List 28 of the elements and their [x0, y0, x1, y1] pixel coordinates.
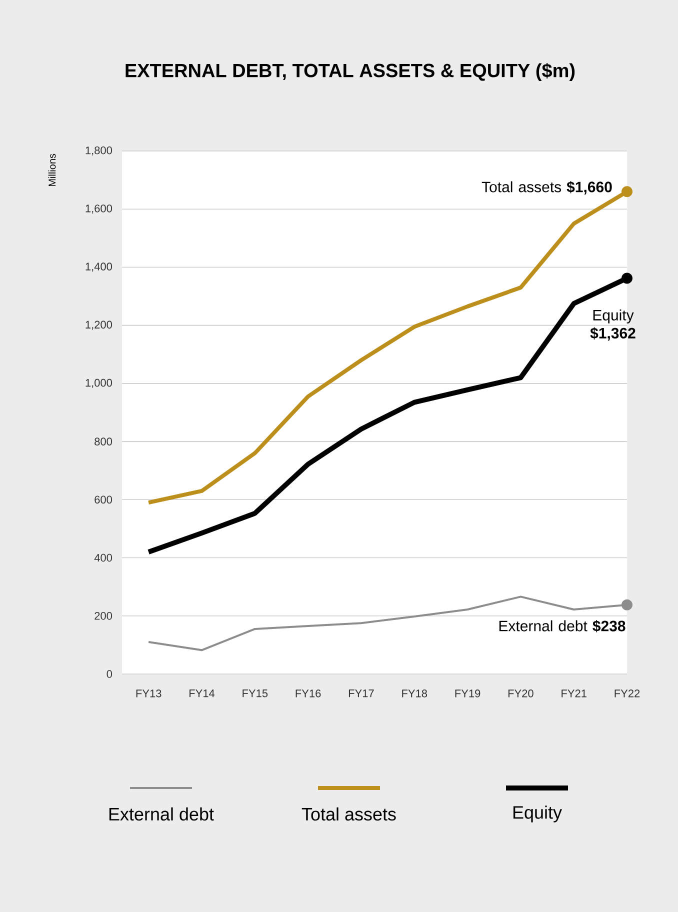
y-tick-label: 200: [94, 612, 112, 620]
x-tick-label: FY15: [242, 690, 268, 698]
y-tick-label: 800: [94, 438, 112, 446]
y-tick-label: 1,000: [86, 378, 112, 388]
y-tick-label: 1,400: [86, 262, 112, 272]
annotation: Total assets $1,660: [482, 181, 612, 194]
x-tick-label: FY17: [348, 690, 374, 698]
x-tick-label: FY20: [508, 690, 534, 698]
y-tick-label: 600: [94, 496, 112, 504]
y-tick-label: 0: [106, 670, 112, 678]
chart-title: EXTERNAL DEBT, TOTAL ASSETS & EQUITY ($m): [126, 62, 575, 82]
y-axis-title: Millions: [48, 154, 56, 186]
legend-label: Total assets: [302, 807, 396, 821]
y-tick-label: 1,600: [86, 204, 112, 214]
y-tick-label: 1,800: [86, 146, 112, 156]
x-tick-label: FY13: [136, 690, 162, 698]
legend-label: Equity: [513, 806, 562, 822]
x-tick-label: FY14: [190, 690, 215, 698]
x-tick-label: FY22: [614, 690, 640, 698]
x-tick-label: FY19: [455, 690, 480, 698]
x-tick-label: FY21: [562, 690, 586, 698]
legend-label: External debt: [109, 807, 214, 821]
x-tick-label: FY18: [402, 690, 428, 698]
annotation: External debt $238: [499, 620, 626, 632]
y-tick-label: 1,200: [86, 320, 112, 330]
y-tick-label: 400: [94, 554, 112, 562]
annotation: Equity $1,362: [590, 309, 636, 341]
x-tick-label: FY16: [296, 690, 321, 698]
